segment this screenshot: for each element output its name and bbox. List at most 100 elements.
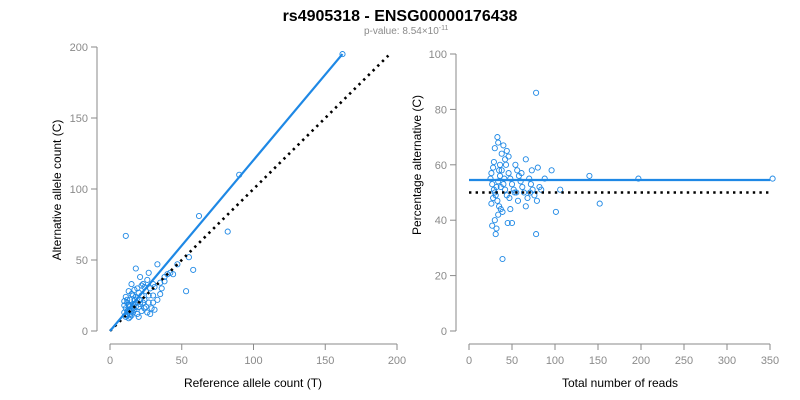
allele-count-scatter: Reference allele count (T) Alternative a… [50, 42, 406, 390]
right-data-point [507, 175, 514, 182]
left-data-point [170, 271, 177, 278]
right-data-point [557, 186, 564, 193]
right-data-point [522, 203, 529, 210]
left-data-point [148, 305, 155, 312]
right-data-point [491, 217, 498, 224]
left-data-point [147, 310, 154, 318]
right-data-point [490, 164, 497, 171]
right-data-point [493, 225, 500, 232]
p-value-text: p-value: 8.54×10 [364, 26, 439, 37]
right-data-point [490, 158, 497, 166]
right-data-point [495, 139, 502, 146]
left-data-point [139, 281, 147, 288]
right-data-point [503, 147, 510, 154]
left-data-point [150, 292, 157, 299]
left-data-point [339, 51, 346, 58]
right-x-tick-label: 250 [675, 355, 693, 367]
right-y-tick-label: 20 [435, 271, 447, 283]
left-data-point [129, 292, 137, 299]
left-data-point [142, 303, 149, 310]
right-data-point [499, 208, 506, 215]
right-data-point [489, 222, 496, 229]
right-data-point [596, 200, 603, 207]
right-data-point [520, 189, 528, 196]
right-data-point [498, 150, 505, 157]
left-data-point [131, 286, 138, 293]
left-x-tick-label: 0 [107, 355, 113, 367]
right-y-axis-label: Percentage alternative (C) [410, 95, 424, 235]
left-data-point [224, 228, 231, 235]
right-data-point [552, 208, 559, 215]
left-data-point [195, 212, 203, 220]
right-y-tick-label: 100 [429, 49, 447, 61]
right-data-point [495, 178, 502, 185]
right-x-tick-label: 100 [546, 355, 564, 367]
right-data-point [493, 183, 500, 191]
right-data-point [499, 255, 506, 263]
right-data-point [769, 175, 776, 182]
left-fit-line [109, 53, 344, 332]
right-data-point [498, 167, 505, 174]
right-data-point [506, 194, 513, 202]
left-data-point [121, 298, 128, 305]
chart-subtitle: p-value: 8.54×10-11 [364, 25, 448, 37]
right-data-point [505, 170, 512, 177]
right-data-point [635, 175, 642, 182]
right-x-tick-label: 50 [506, 355, 518, 367]
right-data-point [522, 156, 529, 163]
left-data-point [132, 265, 139, 272]
left-data-point [150, 299, 157, 306]
left-data-point [138, 282, 145, 289]
right-x-tick-label: 350 [761, 355, 779, 367]
left-x-tick-label: 200 [388, 355, 406, 367]
right-data-point [496, 167, 503, 174]
right-y-tick-label: 60 [435, 160, 447, 172]
right-data-point [536, 183, 543, 191]
right-data-point [500, 142, 507, 149]
left-data-point [124, 296, 131, 303]
right-data-point [508, 181, 516, 188]
percentage-scatter: Total number of reads Percentage alterna… [410, 49, 779, 390]
left-x-tick-label: 50 [176, 355, 188, 367]
right-data-point [524, 194, 531, 202]
left-data-point [183, 288, 190, 295]
left-data-point [158, 285, 165, 292]
left-data-point [128, 312, 135, 319]
left-y-tick-label: 0 [82, 326, 88, 338]
right-data-point [488, 200, 495, 207]
right-data-point [533, 89, 540, 96]
right-data-point [514, 167, 521, 174]
right-data-point [491, 145, 498, 152]
left-data-point [154, 296, 161, 303]
left-data-point [137, 300, 144, 308]
left-data-point [141, 305, 148, 312]
left-data-point [151, 306, 158, 313]
right-data-point [487, 175, 494, 182]
left-x-tick-label: 150 [316, 355, 334, 367]
right-x-axis-label: Total number of reads [562, 376, 678, 390]
right-data-point [502, 161, 510, 168]
left-y-axis-label: Alternative allele count (C) [50, 120, 64, 261]
left-data-point [157, 291, 164, 298]
left-data-point [151, 283, 158, 291]
right-data-point [528, 167, 535, 174]
left-data-point [154, 261, 161, 268]
right-data-point [513, 189, 520, 196]
right-data-point [494, 197, 501, 204]
left-y-tick-label: 50 [76, 255, 88, 267]
right-data-point [496, 172, 504, 179]
p-value-exponent: -11 [439, 25, 449, 32]
left-data-point [174, 261, 181, 268]
right-data-point [514, 197, 522, 204]
left-y-tick-label: 100 [70, 184, 88, 196]
right-data-point [495, 211, 502, 218]
left-y-tick-label: 150 [70, 113, 88, 125]
right-x-tick-label: 300 [718, 355, 736, 367]
left-data-point [145, 269, 152, 276]
right-y-tick-label: 0 [441, 326, 447, 338]
left-data-point [144, 276, 151, 283]
left-data-point [134, 285, 141, 292]
right-data-point [496, 161, 504, 168]
left-x-tick-label: 100 [244, 355, 262, 367]
